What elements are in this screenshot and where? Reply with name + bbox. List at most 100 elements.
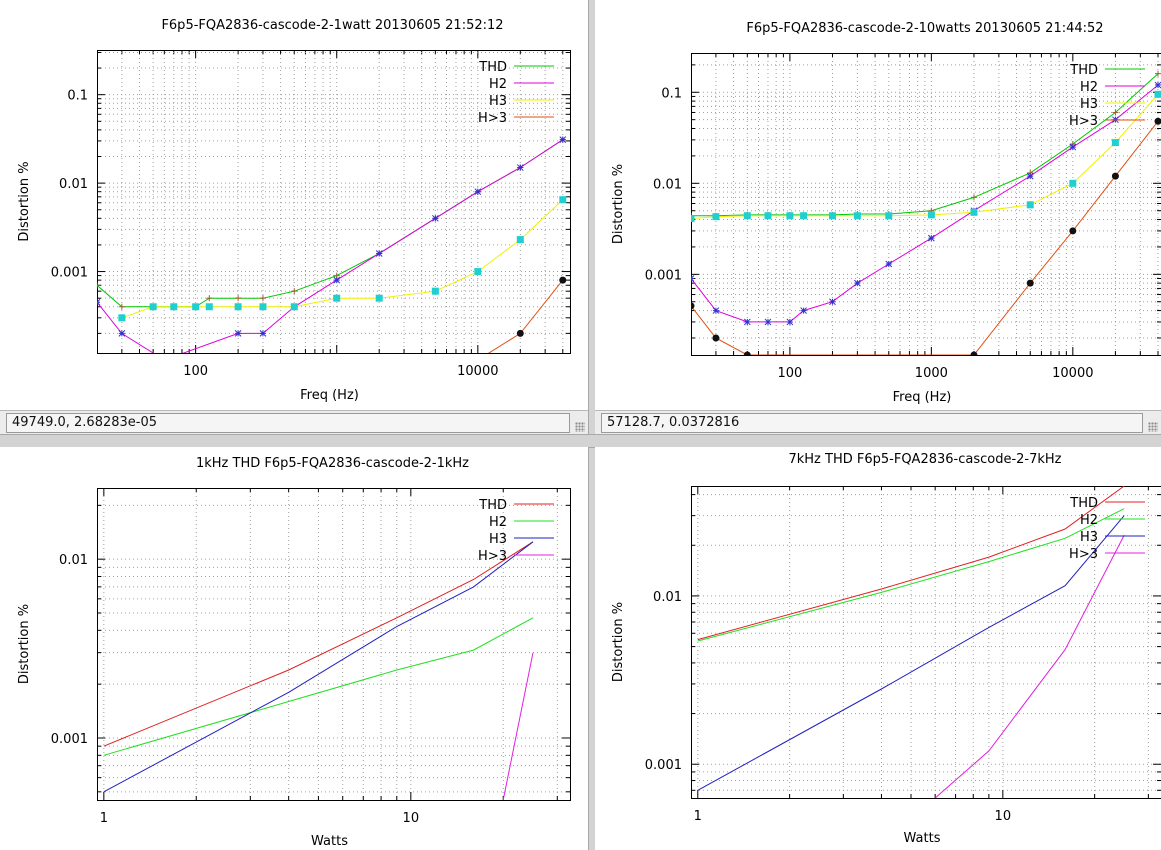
data-point: [1026, 201, 1034, 209]
y-axis-label: Distortion %: [17, 161, 32, 241]
data-point: [205, 303, 213, 311]
plot-area: [103, 541, 534, 800]
legend-label: H>3: [478, 111, 507, 126]
plot-frame: [97, 50, 571, 354]
x-tick-label: 1000: [915, 366, 948, 381]
data-point: [516, 236, 524, 244]
chart-title: F6p5-FQA2836-cascode-2-10watts 20130605 …: [746, 21, 1103, 36]
legend-label: H>3: [478, 549, 507, 564]
data-point: [828, 212, 836, 220]
chart-top-left[interactable]: 100 10000 0.001 0.01 0.1 F6p5-FQA2836-cascode…: [0, 0, 588, 410]
plot-area: [691, 70, 1161, 355]
legend-label: H>3: [1069, 114, 1098, 129]
legend-label: THD: [478, 60, 507, 75]
series-line: [502, 652, 534, 800]
data-point: [1154, 81, 1161, 89]
y-tick-label: 0.001: [51, 266, 88, 281]
chart-title: F6p5-FQA2836-cascode-2-1watt 20130605 21…: [161, 18, 503, 33]
data-point: [885, 212, 893, 220]
legend-label: H3: [1080, 97, 1098, 112]
data-point: [234, 303, 242, 311]
legend-label: H3: [489, 532, 507, 547]
data-point: [885, 260, 893, 268]
data-point: [474, 357, 481, 364]
x-tick-label: 10000: [457, 364, 498, 379]
chart-pane-top-left: 100 10000 0.001 0.01 0.1 F6p5-FQA2836-cascode…: [0, 0, 588, 435]
y-tick-label: 0.1: [67, 89, 88, 104]
chart-bottom-left[interactable]: 1 10 0.001 0.01 1kHz THD F6p5-FQA2836-cascod…: [0, 447, 588, 850]
y-axis-label: Distortion %: [611, 602, 626, 682]
series-line: [97, 139, 564, 308]
series-line: [691, 120, 1159, 355]
series-line: [103, 541, 534, 793]
data-point: [1026, 172, 1034, 180]
resize-grip-icon[interactable]: [575, 422, 585, 432]
data-point: [431, 287, 439, 295]
y-axis-label: Distortion %: [611, 164, 626, 244]
legend-label: H2: [1080, 80, 1098, 95]
series-Hgt3: [934, 534, 1125, 798]
series-line: [697, 515, 1125, 791]
data-point: [192, 303, 200, 311]
chart-pane-bottom-right: 1 10 0.001 0.01 7kHz THD F6p5-FQA2836-cascod…: [595, 447, 1161, 850]
series-line: [103, 617, 534, 756]
data-point: [259, 295, 266, 302]
horizontal-splitter[interactable]: [0, 434, 1161, 448]
data-point: [559, 196, 567, 204]
plot-frame: [691, 53, 1161, 356]
series-line: [691, 73, 1159, 217]
series-H3: [118, 196, 567, 322]
data-point: [786, 318, 794, 326]
data-point: [118, 314, 126, 322]
data-point: [290, 303, 298, 311]
data-point: [854, 279, 861, 287]
legend: THD H2 H3 H>3: [1069, 63, 1145, 129]
y-axis-label: Distortion %: [17, 604, 32, 684]
chart-top-right[interactable]: 100 1000 10000 0.001 0.01 0.1 F6p5-FQA2836-cas…: [595, 0, 1161, 410]
series-line: [697, 508, 1125, 642]
plot-area: [697, 486, 1125, 798]
data-point: [375, 250, 383, 257]
data-point: [1154, 90, 1161, 98]
data-point: [712, 213, 720, 221]
data-point: [97, 282, 100, 289]
data-point: [1069, 143, 1077, 151]
series-H3: [697, 515, 1125, 791]
legend-label: H3: [1080, 530, 1098, 545]
legend-label: THD: [1069, 63, 1098, 78]
legend-label: H>3: [1069, 547, 1098, 562]
series-line: [488, 279, 564, 353]
data-point: [259, 303, 267, 311]
data-point: [829, 298, 836, 306]
y-tick-label: 0.001: [645, 758, 682, 773]
data-point: [1069, 227, 1077, 235]
x-tick-label: 1: [694, 809, 702, 824]
data-point: [1111, 139, 1119, 147]
data-point: [474, 188, 482, 196]
data-point: [786, 212, 794, 220]
data-point: [743, 318, 751, 326]
series-line: [121, 199, 564, 319]
chart-bottom-right[interactable]: 1 10 0.001 0.01 7kHz THD F6p5-FQA2836-cascod…: [595, 447, 1161, 850]
y-tick-label: 0.001: [51, 732, 88, 747]
data-point: [206, 295, 213, 302]
legend-label: THD: [1069, 496, 1098, 511]
x-tick-label: 10: [403, 811, 420, 826]
data-point: [970, 208, 978, 216]
data-point: [764, 318, 772, 326]
data-point: [1026, 279, 1034, 287]
series-H3: [691, 90, 1161, 223]
series-line: [97, 139, 564, 353]
chart-pane-top-right: 100 1000 10000 0.001 0.01 0.1 F6p5-FQA2836-cas…: [595, 0, 1161, 435]
y-tick-label: 0.001: [645, 268, 682, 283]
data-point: [764, 212, 772, 220]
y-tick-label: 0.01: [59, 553, 88, 568]
x-axis-label: Watts: [311, 834, 348, 849]
data-point: [149, 303, 157, 311]
data-point: [259, 330, 267, 337]
legend: THD H2 H3 H>3: [478, 498, 554, 564]
chart-title: 7kHz THD F6p5-FQA2836-cascode-2-7kHz: [788, 452, 1061, 467]
x-axis-label: Freq (Hz): [300, 388, 359, 403]
resize-grip-icon[interactable]: [1148, 422, 1158, 432]
x-tick-label: 100: [777, 366, 802, 381]
